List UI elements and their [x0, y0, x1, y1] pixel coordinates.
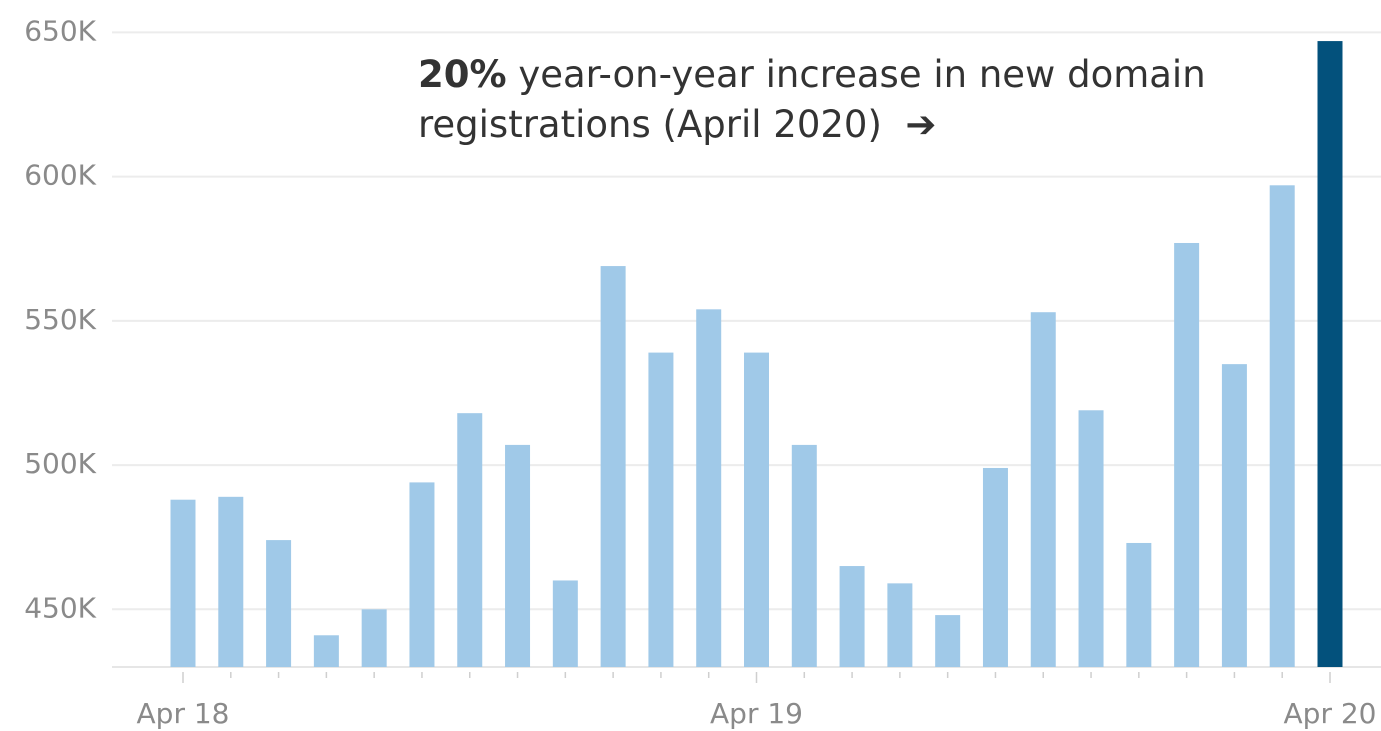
bar [1269, 185, 1295, 667]
y-tick-label: 450K [24, 591, 96, 624]
bar [935, 615, 961, 667]
bar [1030, 312, 1056, 667]
bar [218, 496, 244, 667]
bar [839, 566, 865, 667]
bar [457, 413, 483, 667]
annotation-text: year-on-year increase in new domain regi… [418, 53, 1206, 146]
bar [170, 499, 196, 667]
bar [648, 352, 674, 667]
y-tick-label: 500K [24, 447, 96, 480]
y-tick-label: 650K [24, 14, 96, 47]
bar [1221, 364, 1247, 667]
bar [409, 482, 435, 667]
bar [1126, 542, 1152, 667]
bar [982, 467, 1008, 667]
bar [266, 540, 292, 667]
annotation: 20% year-on-year increase in new domain … [418, 50, 1258, 150]
bar [505, 444, 531, 667]
y-tick-label: 550K [24, 303, 96, 336]
bar [600, 266, 626, 667]
x-tick-label: Apr 19 [710, 697, 803, 730]
x-tick-label: Apr 20 [1284, 697, 1377, 730]
annotation-emphasis: 20% [418, 53, 507, 96]
bar [1078, 410, 1104, 667]
bar [1317, 41, 1343, 667]
y-tick-label: 600K [24, 159, 96, 192]
bar [696, 309, 722, 667]
bar [361, 609, 387, 667]
annotation-arrow: ➔ [905, 103, 937, 146]
bar [313, 635, 339, 667]
x-tick-label: Apr 18 [137, 697, 230, 730]
bar [791, 444, 817, 667]
bar [887, 583, 913, 667]
bar [1174, 242, 1200, 667]
bar [744, 352, 769, 667]
bar [552, 580, 578, 667]
